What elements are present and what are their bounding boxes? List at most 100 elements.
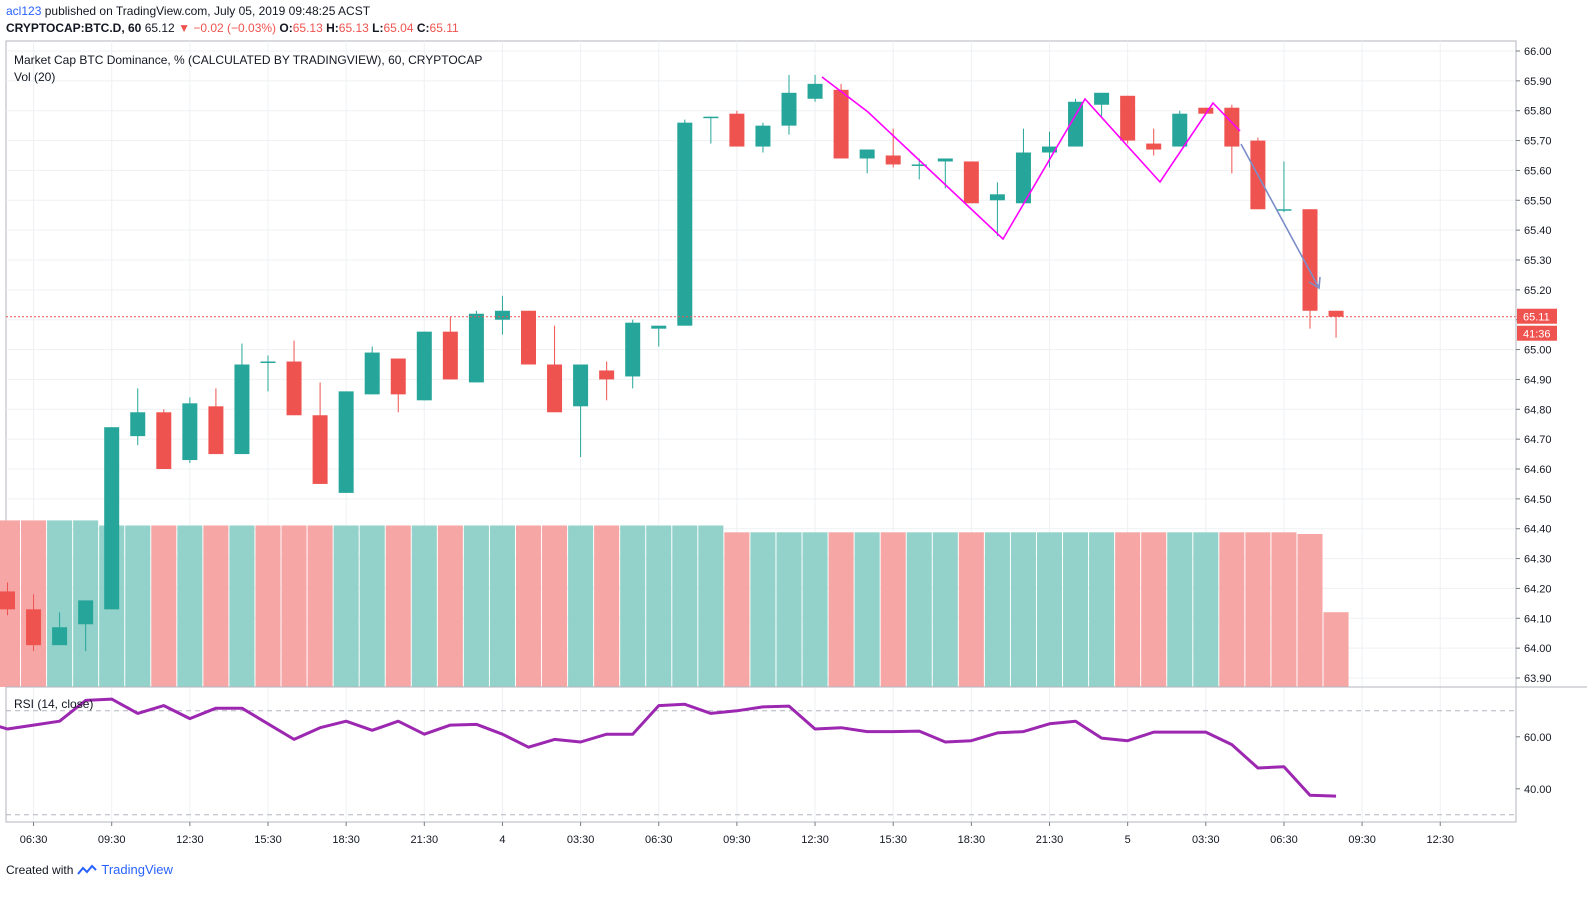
price-tick-label: 65.30 (1524, 255, 1552, 267)
candle (1015, 128, 1031, 204)
volume-bar (906, 532, 932, 687)
candle (703, 116, 719, 144)
symbol-legend: CRYPTOCAP:BTC.D, 60 65.12 ▼ −0.02 (−0.03… (6, 21, 459, 35)
volume-bar (776, 532, 802, 687)
close-label: C: (416, 21, 430, 35)
candle-body (911, 164, 927, 166)
candle (104, 427, 120, 610)
candle-body (625, 322, 641, 377)
volume-bar (672, 525, 698, 687)
price-tick-label: 64.90 (1524, 374, 1552, 386)
footer-created-with: Created with (6, 862, 74, 877)
open-value: 65.13 (292, 21, 323, 35)
high-label: H: (326, 21, 339, 35)
volume-bar (1323, 612, 1349, 687)
volume-bar (385, 525, 411, 687)
candle-body (1276, 209, 1292, 211)
last-price-text: 65.11 (1523, 312, 1550, 324)
time-tick-label: 18:30 (332, 834, 360, 846)
candle-body (442, 331, 458, 380)
volume-bar (880, 532, 906, 687)
candle (573, 364, 589, 458)
pattern-zigzag-line[interactable] (821, 76, 1241, 241)
footer: Created with TradingView (6, 862, 173, 877)
candle-body (729, 113, 745, 147)
last-price-tag: 65.11 41:36 (1517, 308, 1557, 341)
candle (1042, 131, 1057, 168)
user-drawings[interactable] (821, 76, 1321, 290)
volume-bar (854, 532, 880, 687)
volume-bars (0, 520, 1349, 687)
candle (416, 331, 432, 401)
candle (521, 310, 536, 365)
price-tick-label: 63.90 (1524, 673, 1552, 685)
time-tick-label: 21:30 (1036, 834, 1064, 846)
volume-bar (333, 525, 359, 687)
candle (807, 74, 823, 102)
candlesticks (0, 74, 1344, 652)
candle (729, 110, 745, 147)
candle (1146, 128, 1162, 156)
candle (599, 361, 615, 401)
candle-body (521, 310, 536, 365)
candle-body (234, 364, 250, 455)
price-tick-label: 64.40 (1524, 524, 1552, 536)
time-tick-label: 5 (1125, 834, 1131, 846)
volume-bar (958, 532, 984, 687)
candle (911, 158, 927, 180)
publish-info: acl123 published on TradingView.com, Jul… (6, 4, 370, 18)
volume-bar (203, 525, 229, 687)
volume-bar (620, 525, 646, 687)
candle (651, 325, 667, 347)
candle (755, 122, 771, 153)
candle (130, 388, 146, 446)
candle (547, 325, 563, 413)
candle (937, 158, 953, 189)
volume-bar (359, 525, 385, 687)
volume-bar (1271, 532, 1297, 687)
candle (182, 397, 198, 464)
candle (625, 319, 641, 389)
footer-brand-link[interactable]: TradingView (101, 862, 173, 877)
candle (677, 119, 693, 326)
candle-body (364, 352, 380, 395)
rsi-pane-title: RSI (14, close) (14, 697, 93, 711)
rsi-axis[interactable]: 60.00 40.00 (1516, 732, 1552, 796)
arrow-head-icon (1308, 276, 1321, 290)
rsi-tick-label: 60.00 (1524, 732, 1552, 744)
candle (885, 128, 901, 168)
candle-body (1328, 310, 1344, 317)
volume-bar (1219, 532, 1245, 687)
volume-pane-title: Vol (20) (14, 70, 55, 84)
candle-body (1120, 95, 1136, 141)
close-value: 65.11 (429, 21, 459, 35)
candle-body (208, 406, 224, 455)
volume-bar (802, 532, 828, 687)
price-tick-label: 64.30 (1524, 554, 1552, 566)
rsi-line (0, 697, 1337, 798)
price-axis[interactable]: 66.00 65.90 65.80 65.70 65.60 65.50 65.40 65.30… (1516, 46, 1552, 685)
candle (78, 600, 94, 652)
candle-body (963, 161, 979, 204)
volume-bar (724, 532, 750, 687)
trend-arrow-line[interactable] (1240, 143, 1319, 287)
candle (1250, 137, 1266, 210)
publisher-link[interactable]: acl123 (6, 4, 42, 18)
candle-body (1094, 92, 1110, 105)
volume-bar (1167, 532, 1193, 687)
time-tick-label: 21:30 (411, 834, 439, 846)
candle-body (286, 361, 302, 416)
candle (0, 582, 15, 616)
volume-bar (1297, 534, 1323, 687)
candle (156, 409, 172, 469)
candle (260, 355, 276, 392)
volume-bar (229, 525, 255, 687)
time-tick-label: 06:30 (20, 834, 48, 846)
candle-body (338, 391, 354, 493)
time-tick-label: 09:30 (723, 834, 751, 846)
candle (338, 391, 354, 493)
time-axis[interactable]: 06:30 09:30 12:30 15:30 18:30 21:30 4 03:30 06:3… (6, 821, 1516, 846)
volume-bar (307, 525, 333, 687)
candle-body (755, 125, 771, 147)
